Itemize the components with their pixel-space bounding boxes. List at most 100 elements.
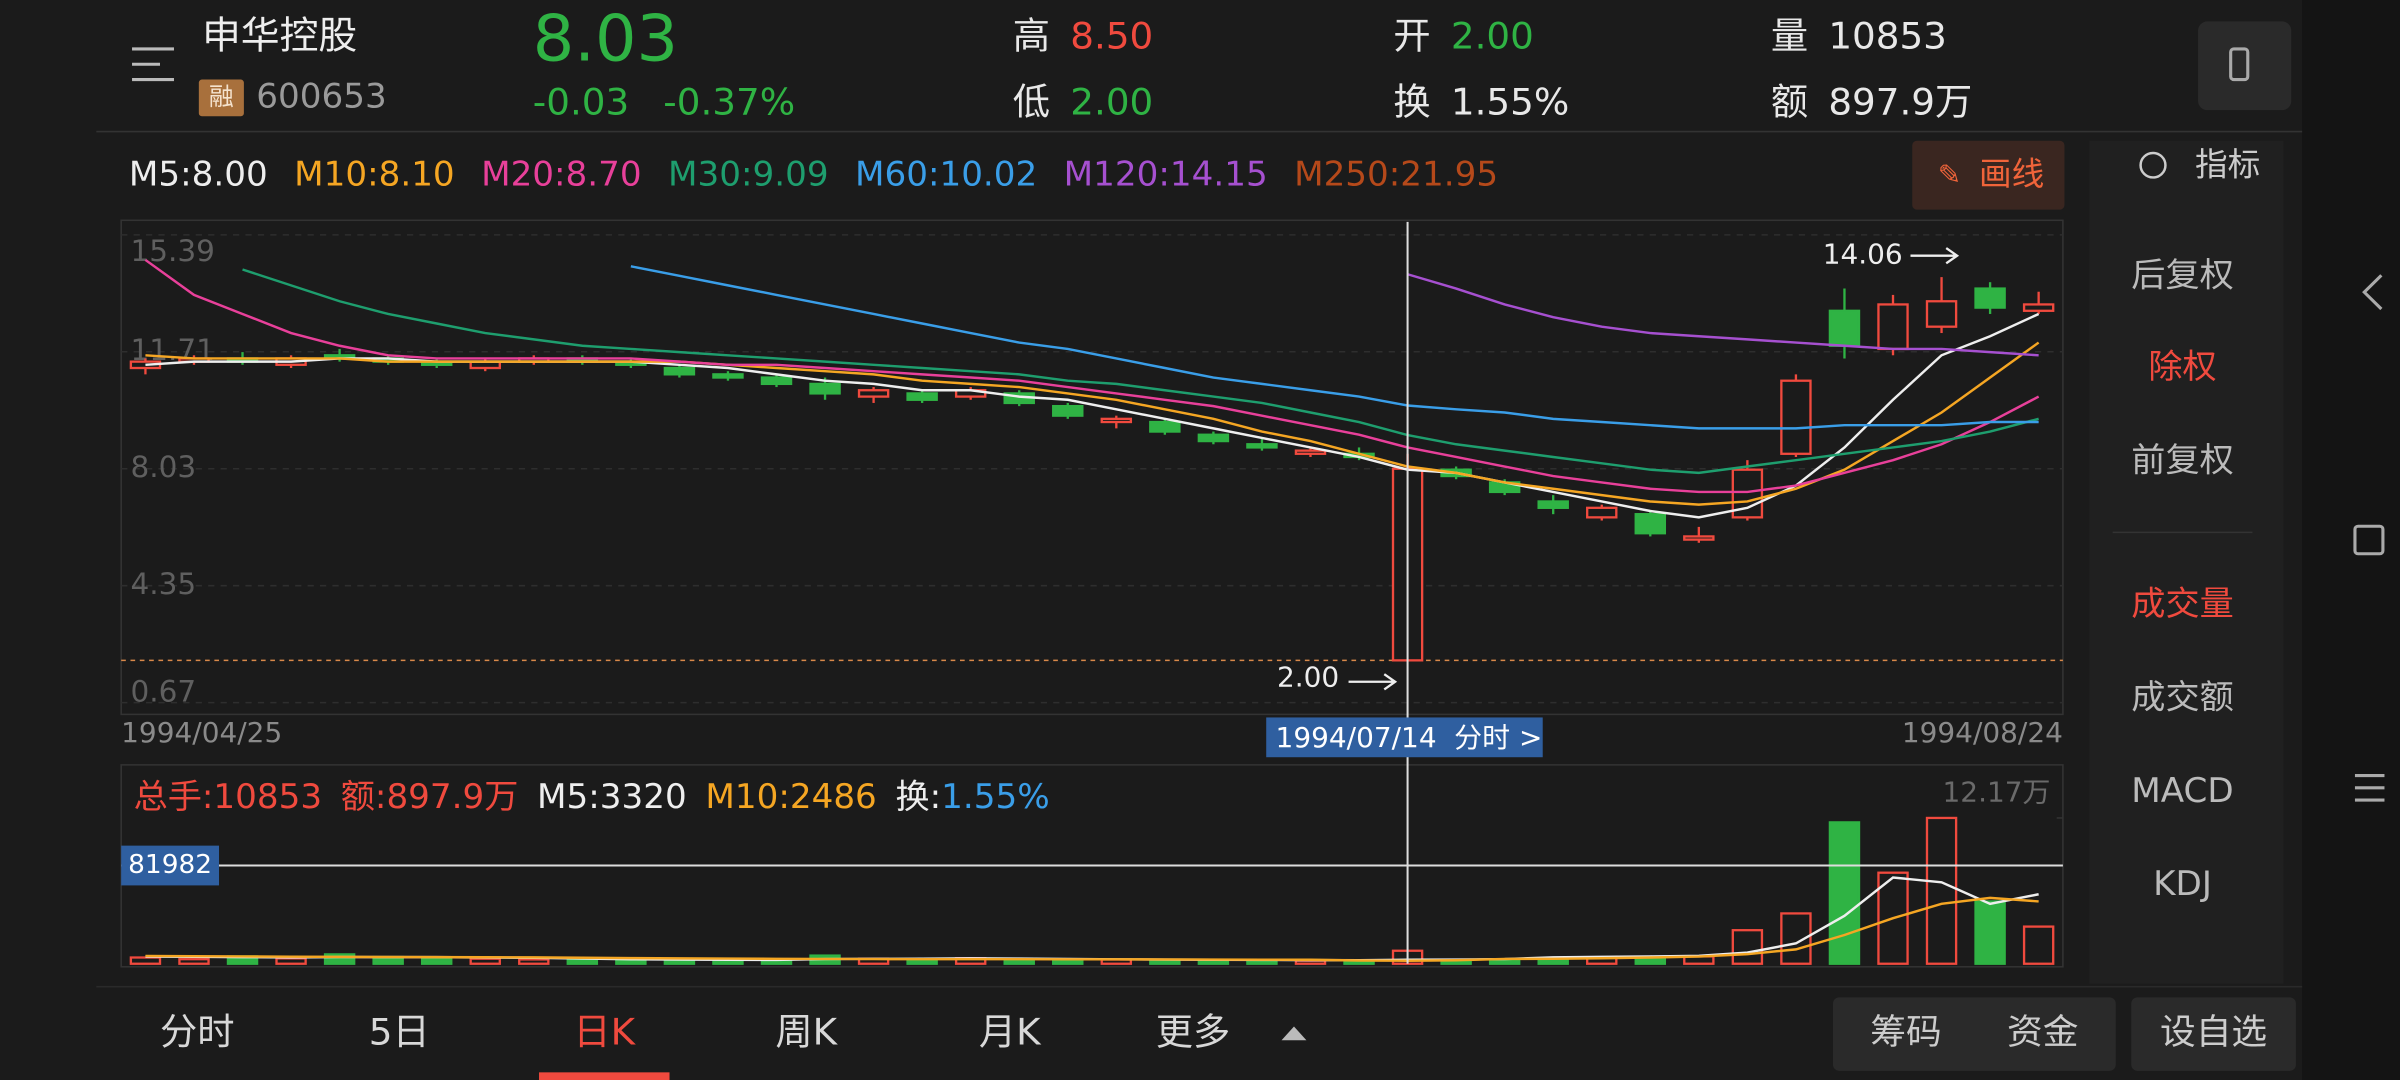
draw-button[interactable] (1912, 140, 2065, 210)
candle-body (1100, 417, 1133, 424)
end-date: 1994/08/24 (1902, 716, 2063, 749)
candle-body (663, 366, 696, 376)
side-item[interactable]: 前复权 (2131, 441, 2233, 480)
side-item[interactable]: 除权 (2148, 347, 2216, 386)
side-item[interactable]: 成交额 (2131, 678, 2233, 717)
candle-body (1877, 303, 1909, 351)
pen-icon: ✎ (1938, 158, 1961, 191)
side-item[interactable]: 后复权 (2131, 256, 2233, 295)
candle-body (760, 376, 793, 386)
change-pct: -0.37% (663, 81, 795, 124)
candle-body (857, 389, 890, 398)
stock-name: 申华控股 (202, 14, 357, 59)
volume-bar (129, 956, 162, 965)
side-item[interactable]: 成交量 (2131, 584, 2233, 623)
draw-button-label: 画线 (1979, 155, 2044, 193)
stat-value: 2.00 (1070, 81, 1153, 124)
change: -0.03 (533, 81, 629, 124)
stat-label: 换 (1393, 81, 1430, 124)
price-pane (120, 219, 2064, 716)
stat-label: 高 (1013, 15, 1050, 58)
volume-legend: 额:897.9万 (341, 777, 519, 816)
ma-legend: M30:9.09 (668, 155, 829, 194)
y-tick-label: 0.67 (130, 675, 196, 709)
ma-legend: M20:8.70 (481, 155, 642, 194)
nav-back[interactable] (2362, 274, 2383, 311)
candle-body (712, 373, 744, 379)
candle-body (1780, 379, 1812, 455)
menu-icon[interactable] (132, 47, 174, 82)
phone-icon (2229, 47, 2250, 82)
volume-bar (323, 953, 356, 965)
candle-body (2022, 303, 2055, 312)
volume-bar (1731, 929, 1764, 965)
annotation: 14.06 (1823, 238, 1903, 271)
candle-body (1925, 300, 1958, 328)
candle-body (1294, 449, 1327, 455)
stat-value: 10853 (1828, 15, 1947, 58)
tab[interactable]: 更多 (1156, 1011, 1231, 1054)
candle-body (1246, 443, 1278, 449)
candle-body (1828, 309, 1861, 347)
annotation: 2.00 (1277, 661, 1339, 694)
stat-value: 897.9万 (1828, 81, 1972, 124)
candle-body (1052, 404, 1084, 417)
stock-code: 600653 (256, 77, 386, 116)
ma-legend: M5:8.00 (129, 155, 268, 194)
candle-body (906, 392, 938, 401)
indicator-icon (2139, 151, 2167, 179)
crosshair-label-bg (121, 845, 220, 886)
volume-bar (1925, 816, 1958, 965)
badge-bg (198, 79, 244, 117)
nav-recent[interactable] (2354, 774, 2385, 802)
watchlist-button[interactable]: 设自选 (2160, 1012, 2267, 1053)
cursor-date: 1994/07/14 (1276, 721, 1437, 754)
cursor-date-bg[interactable] (1266, 717, 1543, 758)
nav-home[interactable] (2353, 524, 2385, 556)
volume-legend: M5:3320 (537, 777, 687, 816)
volume-legend-value: 1.55% (941, 777, 1050, 816)
volume-bar (469, 957, 501, 965)
ma-legend: M120:14.15 (1064, 155, 1268, 194)
annotation-arrow (1348, 673, 1398, 691)
chip-button[interactable]: 筹码 (1870, 1012, 1941, 1053)
side-item[interactable]: MACD (2131, 771, 2233, 810)
fund-button[interactable]: 资金 (2007, 1012, 2078, 1053)
candle-body (1537, 500, 1569, 509)
tab-underline (539, 1072, 670, 1080)
candle-body (1197, 433, 1230, 443)
stat-value: 8.50 (1070, 15, 1153, 58)
volume-legend: 换: (895, 777, 941, 816)
cursor-link[interactable]: 分时 > (1454, 721, 1542, 754)
y-tick-label: 12.17万 (1943, 776, 2051, 809)
ma-line (1407, 273, 2039, 357)
candle-body (1586, 506, 1618, 519)
price: 8.03 (533, 2, 678, 76)
ma-line (144, 258, 2040, 494)
tab[interactable]: 日K (573, 1011, 636, 1054)
badge: 融 (209, 82, 234, 111)
tab[interactable]: 分时 (160, 1011, 235, 1054)
side-title[interactable]: 指标 (2195, 146, 2260, 184)
y-tick-label: 15.39 (130, 234, 214, 268)
annotation-arrow (1910, 247, 1960, 265)
tab[interactable]: 5日 (369, 1011, 430, 1054)
system-nav-bar (2302, 0, 2400, 1080)
stat-value: 1.55% (1451, 81, 1569, 124)
volume-bar (178, 958, 210, 965)
stat-label: 量 (1771, 15, 1808, 58)
volume-bar (1828, 821, 1861, 965)
tab[interactable]: 月K (979, 1011, 1042, 1054)
ma-line (630, 265, 2039, 430)
screen-rotate-button[interactable] (2198, 21, 2292, 111)
volume-legend: M10:2486 (705, 777, 876, 816)
side-item[interactable]: KDJ (2153, 864, 2212, 903)
crosshair-label: 81982 (128, 850, 212, 880)
ma-line (145, 341, 2040, 506)
candle-body (809, 382, 841, 395)
more-arrow[interactable] (1281, 1026, 1307, 1041)
side-panel (2089, 140, 2284, 984)
tab[interactable]: 周K (775, 1011, 838, 1054)
